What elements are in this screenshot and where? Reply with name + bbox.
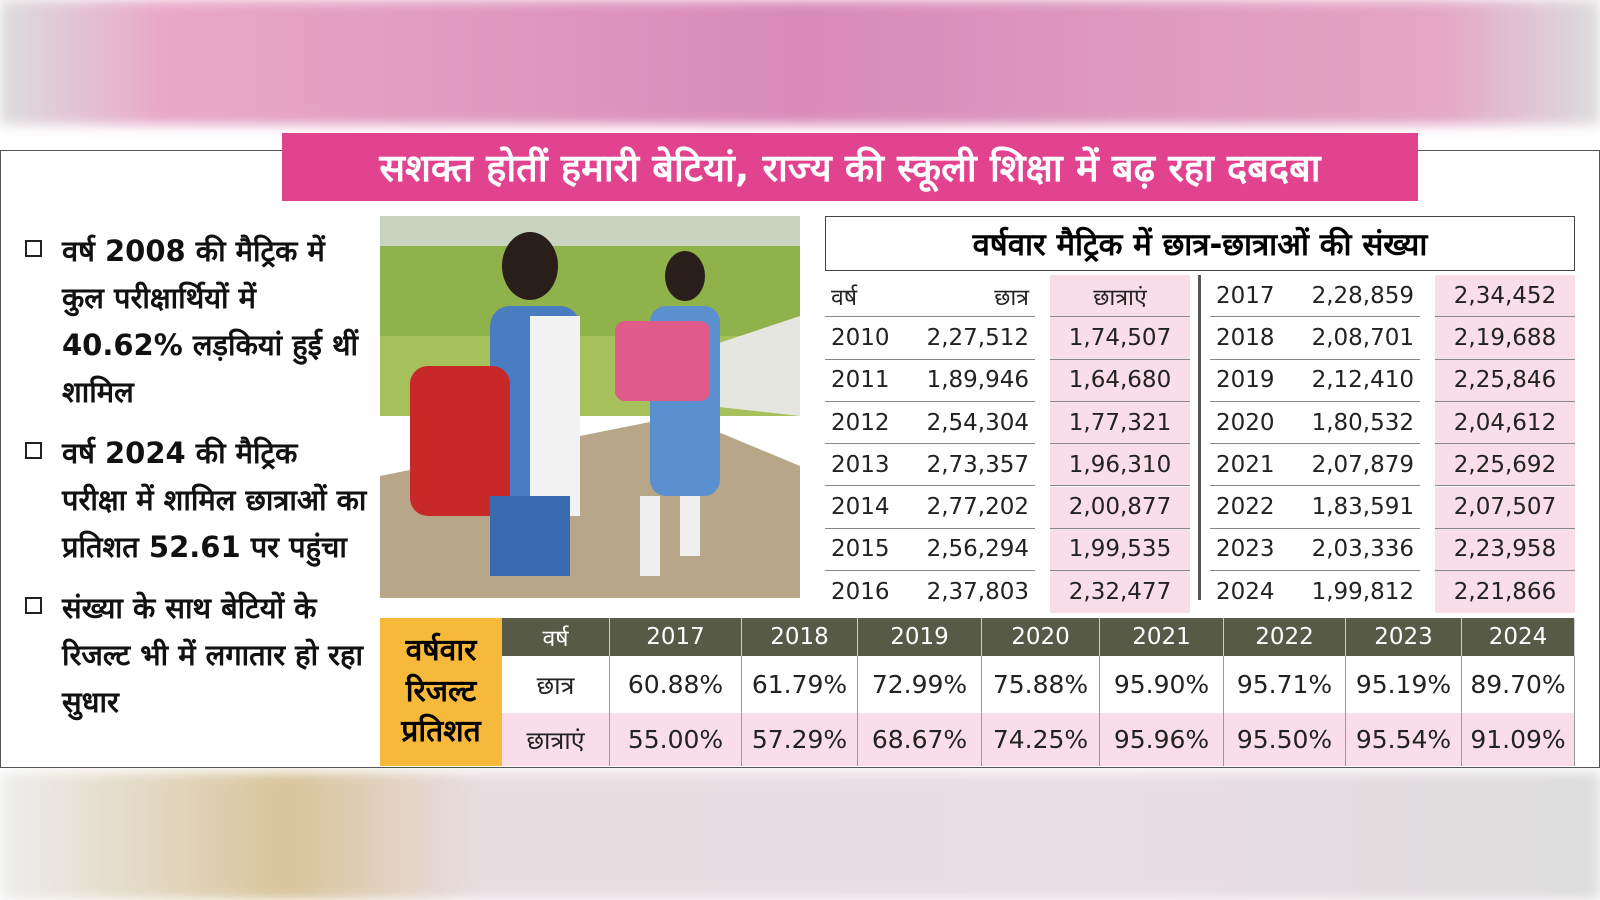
count-cell: 2019 — [1210, 360, 1285, 402]
result-cell: 55.00% — [610, 713, 742, 766]
count-cell: 2,19,688 — [1435, 317, 1575, 360]
count-cell: 2,07,879 — [1285, 444, 1420, 487]
count-cell: 2,56,294 — [900, 529, 1035, 572]
bullet-box — [25, 597, 42, 614]
count-cell: 2,25,692 — [1435, 444, 1575, 487]
photo — [380, 216, 800, 598]
result-cell: 95.71% — [1224, 656, 1346, 713]
count-table-title: वर्षवार मैट्रिक में छात्र-छात्राओं की सं… — [825, 216, 1575, 271]
bullet: संख्या के साथ बेटियों के रिजल्ट भी में ल… — [25, 585, 370, 726]
count-cell: 2011 — [825, 360, 900, 402]
bullet-text: वर्ष 2024 की मैट्रिक परीक्षा में शामिल छ… — [62, 436, 367, 564]
count-cell: 2,00,877 — [1050, 486, 1190, 529]
count-cell: 2,32,477 — [1050, 571, 1190, 614]
count-cell: 2,12,410 — [1285, 360, 1420, 402]
count-cell: 2,27,512 — [900, 317, 1035, 360]
result-cell: 95.90% — [1100, 656, 1224, 713]
result-cell: छात्राएं — [502, 713, 610, 766]
count-cell: 2022 — [1210, 487, 1285, 529]
result-cell: 89.70% — [1462, 656, 1575, 713]
result-header: 2023 — [1346, 618, 1462, 656]
bullet-text: संख्या के साथ बेटियों के रिजल्ट भी में ल… — [62, 591, 363, 719]
count-header: छात्राएं — [1050, 275, 1190, 318]
result-cell: 57.29% — [742, 713, 858, 766]
bullet: वर्ष 2024 की मैट्रिक परीक्षा में शामिल छ… — [25, 430, 370, 571]
count-cell: 2,21,866 — [1435, 571, 1575, 614]
bullet-text: वर्ष 2008 की मैट्रिक में कुल परीक्षार्थि… — [62, 234, 359, 409]
count-cell: 2,03,336 — [1285, 529, 1420, 572]
count-cell: 2,34,452 — [1435, 275, 1575, 318]
result-header: 2020 — [982, 618, 1100, 656]
divider — [1198, 275, 1201, 600]
count-cell: 2015 — [825, 529, 900, 572]
bullet-box — [25, 442, 42, 459]
count-cell: 2021 — [1210, 444, 1285, 487]
count-cell: 2,37,803 — [926, 579, 1029, 606]
count-cell: 1,80,532 — [1285, 402, 1420, 445]
result-cell: 95.96% — [1100, 713, 1224, 766]
count-cell: 1,99,812 — [1311, 579, 1414, 606]
result-header: 2018 — [742, 618, 858, 656]
result-cell: 95.50% — [1224, 713, 1346, 766]
count-cell: 2018 — [1210, 317, 1285, 360]
result-cell: 74.25% — [982, 713, 1100, 766]
count-cell: 2,54,304 — [900, 402, 1035, 445]
result-cell: 72.99% — [858, 656, 982, 713]
bullet-list: वर्ष 2008 की मैट्रिक में कुल परीक्षार्थि… — [25, 228, 370, 740]
result-label: वर्षवार रिजल्ट प्रतिशत — [380, 618, 502, 766]
count-cell: 2010 — [825, 317, 900, 360]
count-cell: 1,83,591 — [1285, 487, 1420, 529]
count-cell: 1,77,321 — [1050, 401, 1190, 445]
count-cell: 2013 — [825, 444, 900, 487]
count-cell: 1,96,310 — [1050, 444, 1190, 487]
count-cell: 2,23,958 — [1435, 528, 1575, 572]
count-cell: 2020 — [1210, 402, 1285, 445]
bullet: वर्ष 2008 की मैट्रिक में कुल परीक्षार्थि… — [25, 228, 370, 416]
bullet-box — [25, 240, 42, 257]
count-header: छात्र — [900, 275, 1035, 318]
result-cell: 91.09% — [1462, 713, 1575, 766]
result-cell: 95.54% — [1346, 713, 1462, 766]
title-bar: सशक्त होतीं हमारी बेटियां, राज्य की स्कू… — [282, 133, 1418, 201]
bottom-blur — [0, 772, 1600, 900]
count-cell: 2023 — [1210, 529, 1285, 572]
count-cell: 2,07,507 — [1435, 486, 1575, 529]
top-blur — [0, 0, 1600, 125]
result-header: 2019 — [858, 618, 982, 656]
result-cell: 68.67% — [858, 713, 982, 766]
count-cell: 2,28,859 — [1285, 275, 1420, 318]
count-cell: 2024 — [1216, 579, 1275, 606]
count-cell: 2016 — [831, 579, 890, 606]
result-header: 2017 — [610, 618, 742, 656]
result-header: 2022 — [1224, 618, 1346, 656]
count-cell: 1,64,680 — [1050, 359, 1190, 402]
result-cell: 60.88% — [610, 656, 742, 713]
count-cell: 2017 — [1210, 275, 1285, 318]
count-cell: 2012 — [825, 402, 900, 445]
result-cell: छात्र — [502, 656, 610, 713]
count-cell: 2,77,202 — [900, 487, 1035, 529]
count-cell: 1,99,535 — [1050, 528, 1190, 572]
count-cell: 2,04,612 — [1435, 401, 1575, 445]
count-cell: 2014 — [825, 487, 900, 529]
result-cell: 61.79% — [742, 656, 858, 713]
result-header: 2021 — [1100, 618, 1224, 656]
count-cell: 2,08,701 — [1285, 317, 1420, 360]
result-header: 2024 — [1462, 618, 1575, 656]
count-cell: 1,89,946 — [900, 360, 1035, 402]
count-cell: 1,74,507 — [1050, 317, 1190, 360]
result-header: वर्ष — [502, 618, 610, 656]
result-cell: 95.19% — [1346, 656, 1462, 713]
count-header: वर्ष — [825, 275, 900, 318]
count-cell: 2,73,357 — [900, 444, 1035, 487]
result-cell: 75.88% — [982, 656, 1100, 713]
count-cell: 2,25,846 — [1435, 359, 1575, 402]
